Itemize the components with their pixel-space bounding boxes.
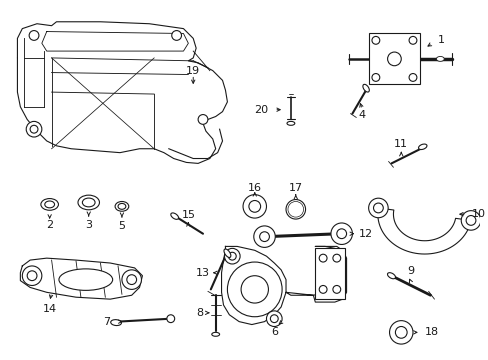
Text: 1: 1 xyxy=(436,35,444,45)
Circle shape xyxy=(408,73,416,81)
Circle shape xyxy=(29,31,39,40)
Circle shape xyxy=(389,321,412,344)
Circle shape xyxy=(27,271,37,280)
Text: 4: 4 xyxy=(358,109,365,120)
FancyBboxPatch shape xyxy=(315,248,344,299)
Circle shape xyxy=(465,216,475,225)
Circle shape xyxy=(224,248,240,264)
Ellipse shape xyxy=(170,213,178,219)
Text: 15: 15 xyxy=(181,210,195,220)
Circle shape xyxy=(253,226,275,247)
Circle shape xyxy=(319,285,326,293)
Ellipse shape xyxy=(435,57,443,61)
Ellipse shape xyxy=(362,84,368,92)
Ellipse shape xyxy=(118,203,125,209)
Text: 18: 18 xyxy=(424,327,438,337)
Text: 14: 14 xyxy=(42,304,57,314)
Ellipse shape xyxy=(45,201,55,208)
Text: 16: 16 xyxy=(247,183,261,193)
Text: 6: 6 xyxy=(270,327,277,337)
Ellipse shape xyxy=(41,199,59,210)
Circle shape xyxy=(228,252,236,260)
Circle shape xyxy=(336,229,346,239)
Circle shape xyxy=(330,223,352,244)
Circle shape xyxy=(122,270,141,289)
Circle shape xyxy=(270,315,278,323)
Text: 11: 11 xyxy=(393,139,407,149)
Circle shape xyxy=(373,203,383,213)
Text: 5: 5 xyxy=(118,221,125,231)
Circle shape xyxy=(166,315,174,323)
Circle shape xyxy=(408,36,416,44)
Text: 8: 8 xyxy=(196,308,203,318)
Text: 2: 2 xyxy=(46,220,53,230)
Circle shape xyxy=(371,73,379,81)
Ellipse shape xyxy=(224,249,230,257)
Ellipse shape xyxy=(115,202,128,211)
Text: 20: 20 xyxy=(254,105,268,115)
Ellipse shape xyxy=(386,273,395,279)
Circle shape xyxy=(285,199,305,219)
Ellipse shape xyxy=(110,320,121,325)
Circle shape xyxy=(395,327,407,338)
Text: 9: 9 xyxy=(407,266,414,276)
Circle shape xyxy=(460,211,480,230)
Circle shape xyxy=(387,52,401,66)
Ellipse shape xyxy=(82,198,95,207)
Circle shape xyxy=(259,232,269,242)
Circle shape xyxy=(368,198,387,218)
Ellipse shape xyxy=(287,202,303,217)
Circle shape xyxy=(171,31,181,40)
Text: 7: 7 xyxy=(103,316,110,327)
Circle shape xyxy=(248,201,260,212)
Ellipse shape xyxy=(59,269,112,291)
Circle shape xyxy=(319,254,326,262)
Circle shape xyxy=(243,195,266,218)
Text: 17: 17 xyxy=(288,183,302,193)
Circle shape xyxy=(266,311,282,327)
Circle shape xyxy=(227,262,282,317)
Circle shape xyxy=(290,204,300,214)
Circle shape xyxy=(198,114,207,124)
Text: 13: 13 xyxy=(195,268,209,278)
Text: 3: 3 xyxy=(85,220,92,230)
Ellipse shape xyxy=(211,332,219,336)
Circle shape xyxy=(126,275,136,284)
Text: 19: 19 xyxy=(186,66,200,76)
Text: 12: 12 xyxy=(359,229,373,239)
Circle shape xyxy=(241,276,268,303)
Ellipse shape xyxy=(418,144,426,149)
Text: 10: 10 xyxy=(470,209,485,219)
Ellipse shape xyxy=(286,121,294,125)
Circle shape xyxy=(371,36,379,44)
Circle shape xyxy=(26,121,42,137)
Circle shape xyxy=(332,285,340,293)
Circle shape xyxy=(30,125,38,133)
Circle shape xyxy=(332,254,340,262)
Ellipse shape xyxy=(78,195,99,210)
Circle shape xyxy=(22,266,42,285)
FancyBboxPatch shape xyxy=(368,33,419,84)
